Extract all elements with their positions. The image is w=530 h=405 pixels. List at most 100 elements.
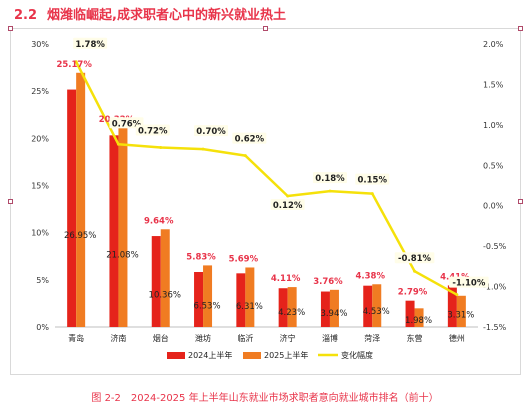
change-label-bg (449, 276, 489, 288)
bar-2025 (287, 287, 297, 327)
change-point (74, 60, 78, 64)
bar-2024 (236, 273, 246, 327)
data-label-2024: 4.38% (356, 271, 386, 281)
legend-swatch-2025 (243, 352, 261, 359)
figure-caption: 图 2-2 2024-2025 年上半年山东就业市场求职者意向就业城市排名（前十… (91, 393, 439, 404)
bar-2025 (160, 229, 170, 327)
category-label: 临沂 (237, 333, 253, 343)
data-label-change: 1.78% (75, 40, 105, 50)
change-point (370, 192, 374, 196)
bar-2025 (372, 284, 382, 327)
bar-2024 (447, 285, 457, 327)
bar-2025 (414, 308, 424, 327)
section-title: 烟潍临崛起,成求职者心中的新兴就业热土 (47, 8, 286, 23)
bar-2025 (118, 128, 128, 327)
y-right-tick-label: -1.5% (483, 323, 507, 332)
change-label-bg (312, 172, 347, 184)
y-left-tick-label: 15% (31, 182, 49, 191)
change-point (159, 145, 163, 149)
data-label-change: 0.70% (196, 127, 226, 137)
data-label-2024: 4.11% (271, 274, 301, 284)
resize-handle-middle-left[interactable] (8, 199, 13, 204)
change-point (286, 194, 290, 198)
section-heading: 2.2 烟潍临崛起,成求职者心中的新兴就业热土 (14, 4, 286, 23)
data-label-2024: 25.17% (56, 60, 92, 70)
change-point (201, 147, 205, 151)
y-right-tick-label: -0.5% (483, 242, 507, 251)
y-right-tick-label: -1.0% (483, 283, 507, 292)
bar-2024 (320, 291, 330, 327)
data-label-change: 0.15% (358, 176, 388, 186)
resize-handle-top-center[interactable] (263, 26, 268, 31)
category-label: 淄博 (322, 333, 338, 343)
y-left-tick-label: 30% (31, 40, 49, 49)
data-label-change: -0.81% (398, 254, 431, 264)
data-label-change: 0.76% (112, 119, 142, 129)
bar-2024 (67, 89, 77, 327)
y-right-tick-label: 1.0% (483, 121, 504, 130)
y-left-tick-label: 20% (31, 134, 49, 143)
bar-2025 (329, 289, 339, 327)
bar-2024 (363, 285, 373, 327)
data-label-change: -1.10% (452, 279, 485, 289)
data-label-2025: 3.94% (320, 309, 347, 319)
data-label-2025: 4.53% (363, 307, 390, 317)
bar-2025 (76, 72, 86, 327)
resize-handle-top-left[interactable] (8, 26, 13, 31)
bar-2025 (456, 295, 466, 327)
change-label-bg (355, 173, 390, 185)
change-point (116, 142, 120, 146)
category-label: 德州 (449, 333, 465, 343)
change-point (413, 269, 417, 273)
data-label-2025: 26.95% (64, 231, 96, 241)
resize-handle-middle-right[interactable] (518, 199, 523, 204)
legend-swatch-2024 (167, 352, 185, 359)
y-right-tick-label: 0.5% (483, 161, 504, 170)
data-label-change: 0.12% (273, 201, 303, 211)
y-right-tick-label: 2.0% (483, 40, 504, 49)
data-label-change: 0.18% (315, 174, 345, 184)
bar-2024 (278, 288, 288, 327)
bar-2024 (405, 300, 415, 327)
change-point (455, 293, 459, 297)
category-label: 东营 (407, 333, 423, 343)
y-right-tick-label: 1.5% (483, 80, 504, 89)
data-label-change: 0.72% (138, 126, 168, 136)
data-label-2024: 3.76% (313, 277, 343, 287)
legend-label-2025: 2025上半年 (264, 350, 308, 360)
y-left-tick-label: 10% (31, 229, 49, 238)
change-point (328, 189, 332, 193)
data-label-2025: 6.31% (236, 302, 263, 312)
change-label-bg (232, 132, 267, 144)
data-label-2025: 10.36% (149, 291, 181, 301)
data-label-2024: 5.83% (186, 252, 216, 262)
category-label: 烟台 (153, 333, 169, 343)
y-right-tick-label: 0.0% (483, 202, 504, 211)
data-label-2025: 1.98% (405, 316, 432, 326)
change-label-bg (135, 124, 170, 136)
bar-2025 (203, 265, 213, 327)
data-label-2024: 5.69% (229, 254, 259, 264)
data-label-2025: 4.23% (278, 308, 305, 318)
data-label-2024: 2.79% (398, 288, 428, 298)
bar-2024 (194, 272, 204, 327)
category-label: 济宁 (280, 333, 296, 343)
category-label: 菏泽 (364, 333, 380, 343)
data-label-2025: 3.31% (447, 311, 474, 321)
legend-label-2024: 2024上半年 (188, 350, 232, 360)
y-left-tick-label: 5% (36, 276, 49, 285)
section-number: 2.2 (14, 8, 38, 23)
resize-handle-top-right[interactable] (518, 26, 523, 31)
change-point (243, 154, 247, 158)
change-label-bg (270, 199, 305, 211)
change-label-bg (394, 252, 435, 264)
data-label-2024: 9.64% (144, 216, 174, 226)
data-label-change: 0.62% (235, 135, 265, 145)
data-label-2025: 6.53% (194, 302, 221, 312)
y-left-tick-label: 25% (31, 87, 49, 96)
bar-2025 (245, 267, 255, 327)
change-line (75, 61, 458, 296)
bar-2024 (151, 236, 161, 327)
legend-label-change: 变化幅度 (341, 350, 373, 360)
